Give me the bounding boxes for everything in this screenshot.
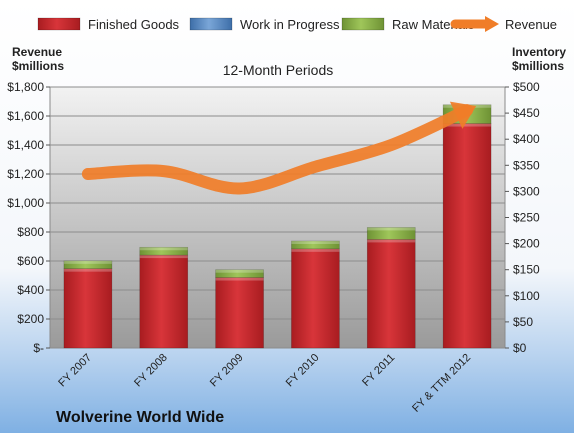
bar-raw-materials	[63, 260, 113, 269]
left-tick-label: $1,600	[7, 109, 44, 123]
x-tick-label: FY & TTM 2012	[410, 352, 473, 415]
bar-cap	[63, 268, 112, 272]
bar-cap	[291, 240, 340, 244]
bar-finished-goods	[366, 239, 416, 349]
legend-swatch	[189, 17, 233, 31]
right-tick-label: $300	[513, 184, 540, 198]
left-tick-label: $1,000	[7, 196, 44, 210]
company-name: Wolverine World Wide	[56, 409, 224, 426]
left-tick-label: $1,400	[7, 138, 44, 152]
bar-finished-goods	[215, 277, 264, 349]
bar-finished-goods	[63, 268, 113, 349]
left-tick-label: $-	[33, 341, 44, 355]
revenue-line-group	[81, 101, 477, 195]
legend-label: Work in Progress	[240, 17, 340, 32]
legend-arrow	[485, 16, 499, 32]
legend-swatch	[341, 17, 385, 31]
right-tick-label: $200	[513, 237, 540, 251]
left-tick-label: $200	[17, 312, 44, 326]
legend-label: Revenue	[505, 17, 557, 32]
chart-title: 12-Month Periods	[223, 62, 334, 78]
right-tick-label: $0	[513, 341, 527, 355]
bar-raw-materials	[215, 269, 264, 278]
x-tick-label: FY 2009	[208, 352, 246, 390]
left-tick-label: $800	[17, 225, 44, 239]
right-tick-label: $100	[513, 289, 540, 303]
right-tick-label: $350	[513, 158, 540, 172]
right-axis-label-line2: $millions	[512, 59, 564, 73]
right-tick-label: $400	[513, 132, 540, 146]
right-tick-label: $150	[513, 263, 540, 277]
right-tick-label: $250	[513, 211, 540, 225]
legend: Finished Goods Work in Progress Raw Materi…	[37, 16, 557, 32]
x-tick-label: FY 2008	[132, 352, 170, 390]
bar-cap	[215, 269, 264, 273]
bar-cap	[367, 227, 416, 231]
legend-swatch	[37, 17, 81, 31]
right-tick-label: $450	[513, 106, 540, 120]
right-tick-label: $500	[513, 80, 540, 94]
right-axis-label-line1: Inventory	[512, 45, 566, 59]
legend-label: Finished Goods	[88, 17, 180, 32]
x-tick-label: FY 2011	[360, 352, 397, 389]
bar-raw-materials	[291, 240, 340, 250]
bar-cap	[367, 239, 416, 243]
revenue-line	[81, 104, 474, 195]
bar-cap	[291, 248, 340, 252]
revenue-arrowhead	[449, 101, 477, 129]
bar-finished-goods	[291, 248, 340, 349]
bar-raw-materials	[366, 227, 416, 240]
left-axis-label-line2: $millions	[12, 59, 64, 73]
bar-cap	[139, 255, 188, 259]
left-tick-label: $1,200	[7, 167, 44, 181]
left-tick-label: $1,800	[7, 80, 44, 94]
left-tick-label: $400	[17, 283, 44, 297]
bar-raw-materials	[139, 246, 189, 256]
bar-cap	[63, 260, 112, 264]
bar-cap	[139, 247, 188, 251]
bar-finished-goods	[442, 123, 492, 349]
left-axis-label-line1: Revenue	[12, 45, 62, 59]
right-tick-label: $50	[513, 315, 533, 329]
bar-finished-goods	[139, 254, 189, 349]
bars-group	[63, 104, 492, 349]
bar-cap	[215, 277, 264, 281]
left-tick-label: $600	[17, 254, 44, 268]
x-tick-label: FY 2010	[284, 352, 322, 390]
x-tick-label: FY 2007	[56, 352, 94, 390]
gridlines	[50, 86, 505, 349]
bar-cap	[443, 123, 492, 127]
